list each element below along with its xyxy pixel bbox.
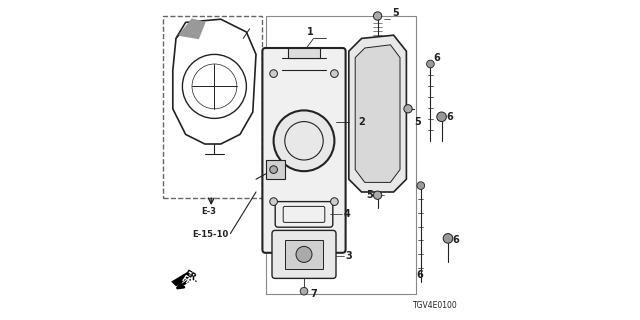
Text: 7: 7: [310, 289, 317, 300]
Polygon shape: [172, 272, 191, 286]
Polygon shape: [349, 35, 406, 192]
Circle shape: [436, 112, 447, 122]
Text: 5: 5: [392, 8, 399, 18]
FancyBboxPatch shape: [262, 48, 346, 253]
FancyBboxPatch shape: [272, 230, 336, 278]
Circle shape: [296, 246, 312, 262]
Text: FR.: FR.: [179, 275, 196, 290]
Text: 5: 5: [415, 116, 421, 127]
Circle shape: [330, 198, 338, 205]
Circle shape: [274, 110, 334, 171]
Circle shape: [427, 60, 434, 68]
Text: FR.: FR.: [182, 269, 200, 285]
Text: E-15-10: E-15-10: [192, 230, 228, 239]
Bar: [163, 16, 262, 198]
Circle shape: [404, 105, 412, 113]
Text: 1: 1: [307, 27, 314, 37]
Circle shape: [330, 70, 338, 77]
Circle shape: [374, 191, 382, 199]
Text: 6: 6: [453, 235, 460, 245]
Text: 6: 6: [434, 52, 440, 63]
Circle shape: [443, 234, 453, 243]
Polygon shape: [355, 45, 400, 182]
Circle shape: [374, 12, 382, 20]
Text: 4: 4: [344, 209, 351, 220]
Circle shape: [270, 70, 278, 77]
Circle shape: [270, 166, 278, 173]
Text: 5: 5: [366, 190, 372, 200]
Bar: [266, 160, 285, 179]
Text: 6: 6: [447, 112, 453, 122]
Text: TGV4E0100: TGV4E0100: [413, 301, 458, 310]
Bar: [288, 48, 320, 58]
Text: 2: 2: [358, 116, 365, 127]
Polygon shape: [179, 19, 205, 38]
Bar: [266, 16, 416, 294]
Bar: [285, 240, 323, 269]
Text: 3: 3: [345, 251, 352, 261]
Circle shape: [270, 198, 278, 205]
Text: E-3: E-3: [202, 207, 216, 216]
Circle shape: [417, 182, 425, 189]
Circle shape: [300, 287, 308, 295]
Text: 6: 6: [416, 270, 423, 280]
